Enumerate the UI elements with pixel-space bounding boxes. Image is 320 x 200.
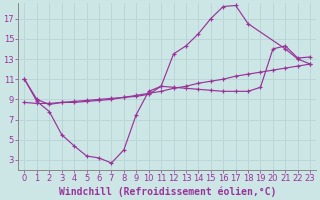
X-axis label: Windchill (Refroidissement éolien,°C): Windchill (Refroidissement éolien,°C) (59, 186, 276, 197)
